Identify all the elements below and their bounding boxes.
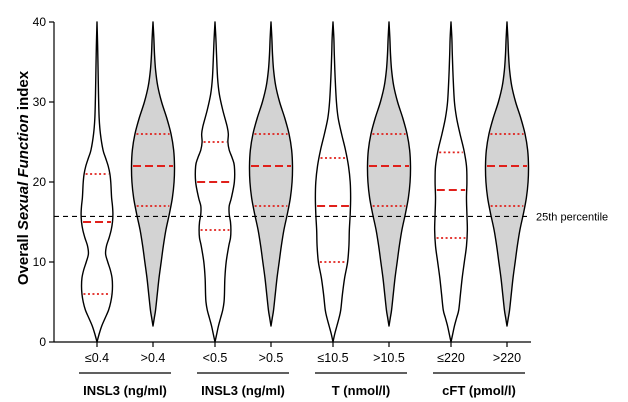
- reference-line-label: 25th percentile: [536, 211, 608, 223]
- y-tick-label: 40: [33, 15, 47, 29]
- reference-line-group: 25th percentile: [54, 211, 608, 223]
- x-tick-label: ≤10.5: [317, 351, 348, 365]
- violin-7: [484, 21, 530, 327]
- violins: [80, 21, 530, 343]
- group-label: INSL3 (ng/ml): [201, 383, 285, 398]
- violin-4: [314, 21, 352, 343]
- y-axis-title-italic: Sexual Function: [15, 114, 32, 230]
- violin-0: [80, 21, 114, 343]
- y-tick-label: 20: [33, 175, 47, 189]
- violin-5: [366, 21, 412, 327]
- y-axis: 0 10 20 30 40: [33, 15, 55, 349]
- violin-body: [366, 21, 412, 327]
- violin-body: [314, 21, 352, 343]
- violin-6: [433, 21, 469, 343]
- y-axis-title: Overall Sexual Function index: [15, 70, 32, 285]
- violin-body: [484, 21, 530, 327]
- violin-body: [80, 21, 114, 343]
- violin-body: [433, 21, 469, 343]
- y-tick-label: 30: [33, 95, 47, 109]
- group-label: INSL3 (ng/ml): [83, 383, 167, 398]
- violin-body: [130, 21, 176, 327]
- violin-1: [130, 21, 176, 327]
- violin-body: [248, 21, 294, 327]
- violin-2: [194, 21, 236, 343]
- x-tick-label: ≤220: [437, 351, 465, 365]
- x-tick-label: >10.5: [373, 351, 405, 365]
- x-tick-label: >220: [493, 351, 521, 365]
- y-tick-label: 10: [33, 255, 47, 269]
- x-axis: ≤0.4 >0.4 <0.5 >0.5 ≤10.5 >10.5 ≤220 >220 INSL3 …: [54, 341, 531, 398]
- y-axis-title-suffix: index: [15, 70, 32, 114]
- y-axis-title-prefix: Overall: [15, 230, 32, 285]
- x-tick-label: <0.5: [203, 351, 228, 365]
- x-tick-label: >0.4: [141, 351, 166, 365]
- group-label: T (nmol/l): [332, 383, 391, 398]
- x-tick-label: >0.5: [259, 351, 284, 365]
- violin-3: [248, 21, 294, 327]
- y-tick-label: 0: [39, 335, 46, 349]
- x-tick-label: ≤0.4: [85, 351, 109, 365]
- group-label: cFT (pmol/l): [442, 383, 516, 398]
